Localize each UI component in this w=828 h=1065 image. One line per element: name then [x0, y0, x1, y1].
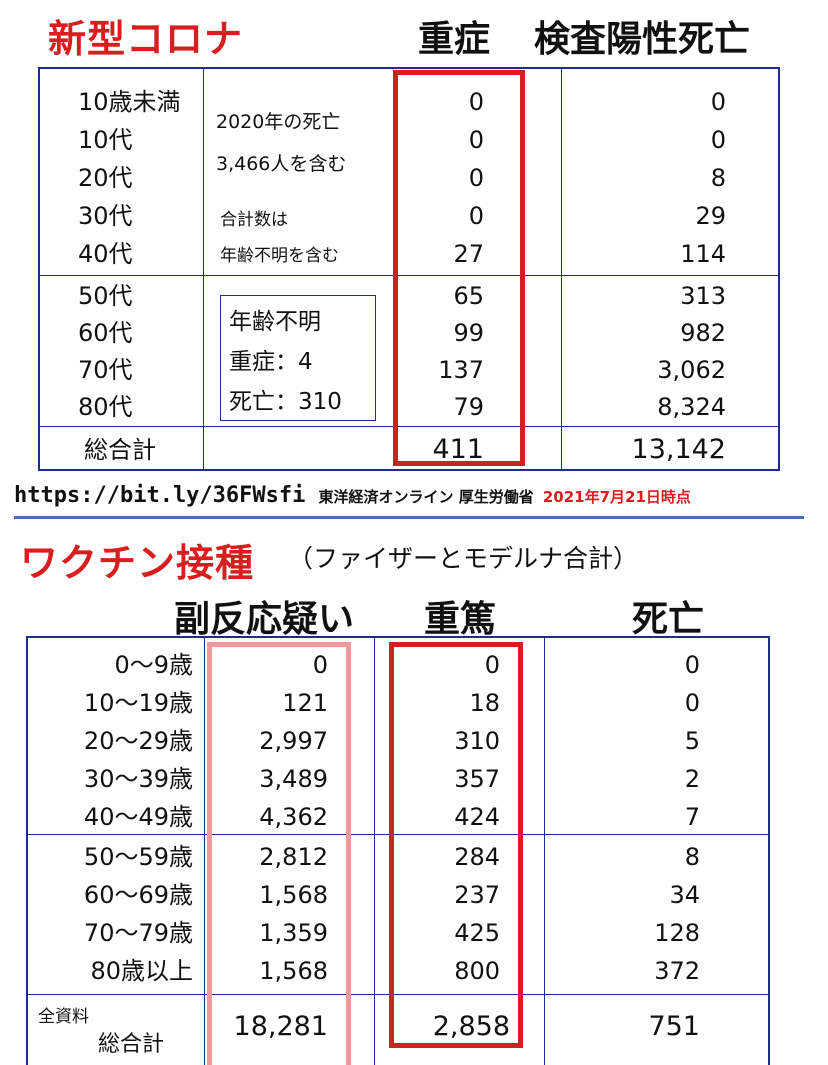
covid-total-severe: 411 [432, 434, 484, 465]
vaccine-age-cell: 20～29歳 [83, 727, 193, 755]
covid-severe-cell: 27 [453, 240, 484, 268]
vaccine-total-label-top: 全資料 [38, 1007, 89, 1027]
unknown-age-title: 年齢不明 [229, 309, 321, 335]
vaccine-age-cell: 10～19歳 [83, 689, 193, 717]
covid-severe-cell: 0 [468, 202, 484, 230]
vaccine-age-cell: 80歳以上 [90, 957, 193, 985]
covid-deaths-cell: 29 [695, 202, 726, 230]
covid-deaths-cell: 8,324 [657, 393, 726, 421]
vaccine-serious-cell: 0 [484, 651, 500, 679]
note-unknown-age: 年齢不明を含む [220, 246, 339, 266]
vaccine-total-serious: 2,858 [432, 1011, 510, 1042]
covid-deaths-cell: 114 [680, 240, 726, 268]
vaccine-total-label: 総合計 [98, 1032, 165, 1057]
vaccine-age-cell: 30～39歳 [83, 765, 193, 793]
covid-total-deaths: 13,142 [631, 434, 726, 465]
covid-severe-cell: 65 [453, 282, 484, 310]
vaccine-deaths-cell: 5 [684, 727, 700, 755]
covid-age-cell: 70代 [78, 356, 133, 384]
vaccine-adverse-cell: 0 [312, 651, 328, 679]
vaccine-serious-header: 重篤 [424, 599, 497, 640]
source-date: 2021年7月21日時点 [542, 488, 691, 506]
covid-deaths-cell: 982 [680, 319, 726, 347]
serious-highlight-box [389, 642, 523, 1048]
covid-deaths-header: 検査陽性死亡 [534, 19, 751, 60]
vaccine-adverse-cell: 121 [282, 689, 328, 717]
covid-deaths-cell: 8 [710, 164, 726, 192]
vaccine-serious-cell: 424 [454, 803, 500, 831]
vaccine-serious-cell: 18 [469, 689, 500, 717]
source-url[interactable]: https://bit.ly/36FWsfi [14, 483, 306, 508]
vaccine-deaths-cell: 128 [654, 919, 700, 947]
covid-age-cell: 30代 [78, 202, 133, 230]
vaccine-total-adverse: 18,281 [233, 1011, 328, 1042]
vaccine-subtitle: （ファイザーとモデルナ合計） [288, 544, 639, 573]
vaccine-table: 0～9歳 0 0 0 10～19歳 121 18 0 20～29歳 2,997 … [26, 636, 770, 1065]
vaccine-adverse-header: 副反応疑い [174, 599, 355, 640]
covid-age-cell: 40代 [78, 240, 133, 268]
covid-deaths-cell: 0 [710, 126, 726, 154]
vaccine-deaths-cell: 372 [654, 957, 700, 985]
unknown-age-deaths: 死亡：310 [229, 389, 342, 415]
vaccine-age-cell: 40～49歳 [83, 803, 193, 831]
note-total-includes: 合計数は [220, 210, 288, 230]
covid-age-cell: 20代 [78, 164, 133, 192]
covid-deaths-cell: 0 [710, 88, 726, 116]
section-divider [14, 516, 804, 519]
vaccine-adverse-cell: 4,362 [259, 803, 328, 831]
covid-deaths-cell: 3,062 [657, 356, 726, 384]
vaccine-adverse-cell: 2,812 [259, 843, 328, 871]
covid-table: 10歳未満 0 0 10代 0 0 20代 0 8 30代 0 29 40代 2… [38, 67, 780, 471]
source-line: https://bit.ly/36FWsfi 東洋経済オンライン 厚生労働省 2… [14, 483, 691, 508]
vaccine-deaths-cell: 0 [684, 689, 700, 717]
vaccine-deaths-cell: 8 [684, 843, 700, 871]
covid-age-cell: 50代 [78, 282, 133, 310]
covid-age-cell: 80代 [78, 393, 133, 421]
vaccine-serious-cell: 800 [454, 957, 500, 985]
covid-age-cell: 10代 [78, 126, 133, 154]
vaccine-adverse-cell: 3,489 [259, 765, 328, 793]
covid-severe-cell: 79 [453, 393, 484, 421]
covid-deaths-cell: 313 [680, 282, 726, 310]
vaccine-deaths-cell: 0 [684, 651, 700, 679]
vaccine-deaths-cell: 2 [684, 765, 700, 793]
vaccine-serious-cell: 284 [454, 843, 500, 871]
covid-severe-cell: 0 [468, 164, 484, 192]
covid-severe-cell: 99 [453, 319, 484, 347]
covid-severe-header: 重症 [418, 19, 491, 60]
covid-total-label: 総合計 [84, 436, 156, 464]
vaccine-total-deaths: 751 [648, 1011, 700, 1042]
covid-severe-cell: 137 [438, 356, 484, 384]
vaccine-serious-cell: 310 [454, 727, 500, 755]
vaccine-age-cell: 0～9歳 [114, 651, 193, 679]
vaccine-deaths-cell: 34 [669, 881, 700, 909]
unknown-age-severe: 重症：4 [229, 349, 313, 375]
vaccine-adverse-cell: 1,568 [259, 881, 328, 909]
covid-severe-cell: 0 [468, 88, 484, 116]
note-2020-deaths: 2020年の死亡 [216, 111, 341, 133]
vaccine-age-cell: 60～69歳 [83, 881, 193, 909]
vaccine-serious-cell: 425 [454, 919, 500, 947]
vaccine-deaths-header: 死亡 [632, 599, 705, 640]
vaccine-age-cell: 70～79歳 [83, 919, 193, 947]
vaccine-deaths-cell: 7 [684, 803, 700, 831]
severe-highlight-box [393, 70, 525, 466]
vaccine-adverse-cell: 1,568 [259, 957, 328, 985]
covid-age-cell: 60代 [78, 319, 133, 347]
vaccine-adverse-cell: 1,359 [259, 919, 328, 947]
vaccine-adverse-cell: 2,997 [259, 727, 328, 755]
unknown-age-box: 年齢不明 重症：4 死亡：310 [220, 295, 376, 421]
vaccine-title: ワクチン接種 [20, 541, 255, 585]
covid-severe-cell: 0 [468, 126, 484, 154]
covid-age-cell: 10歳未満 [78, 88, 181, 116]
adverse-highlight-box [207, 642, 351, 1065]
vaccine-serious-cell: 357 [454, 765, 500, 793]
covid-title: 新型コロナ [48, 17, 244, 61]
vaccine-age-cell: 50～59歳 [83, 843, 193, 871]
vaccine-serious-cell: 237 [454, 881, 500, 909]
note-2020-deaths-count: 3,466人を含む [216, 153, 347, 175]
source-publisher: 東洋経済オンライン 厚生労働省 [318, 488, 534, 506]
